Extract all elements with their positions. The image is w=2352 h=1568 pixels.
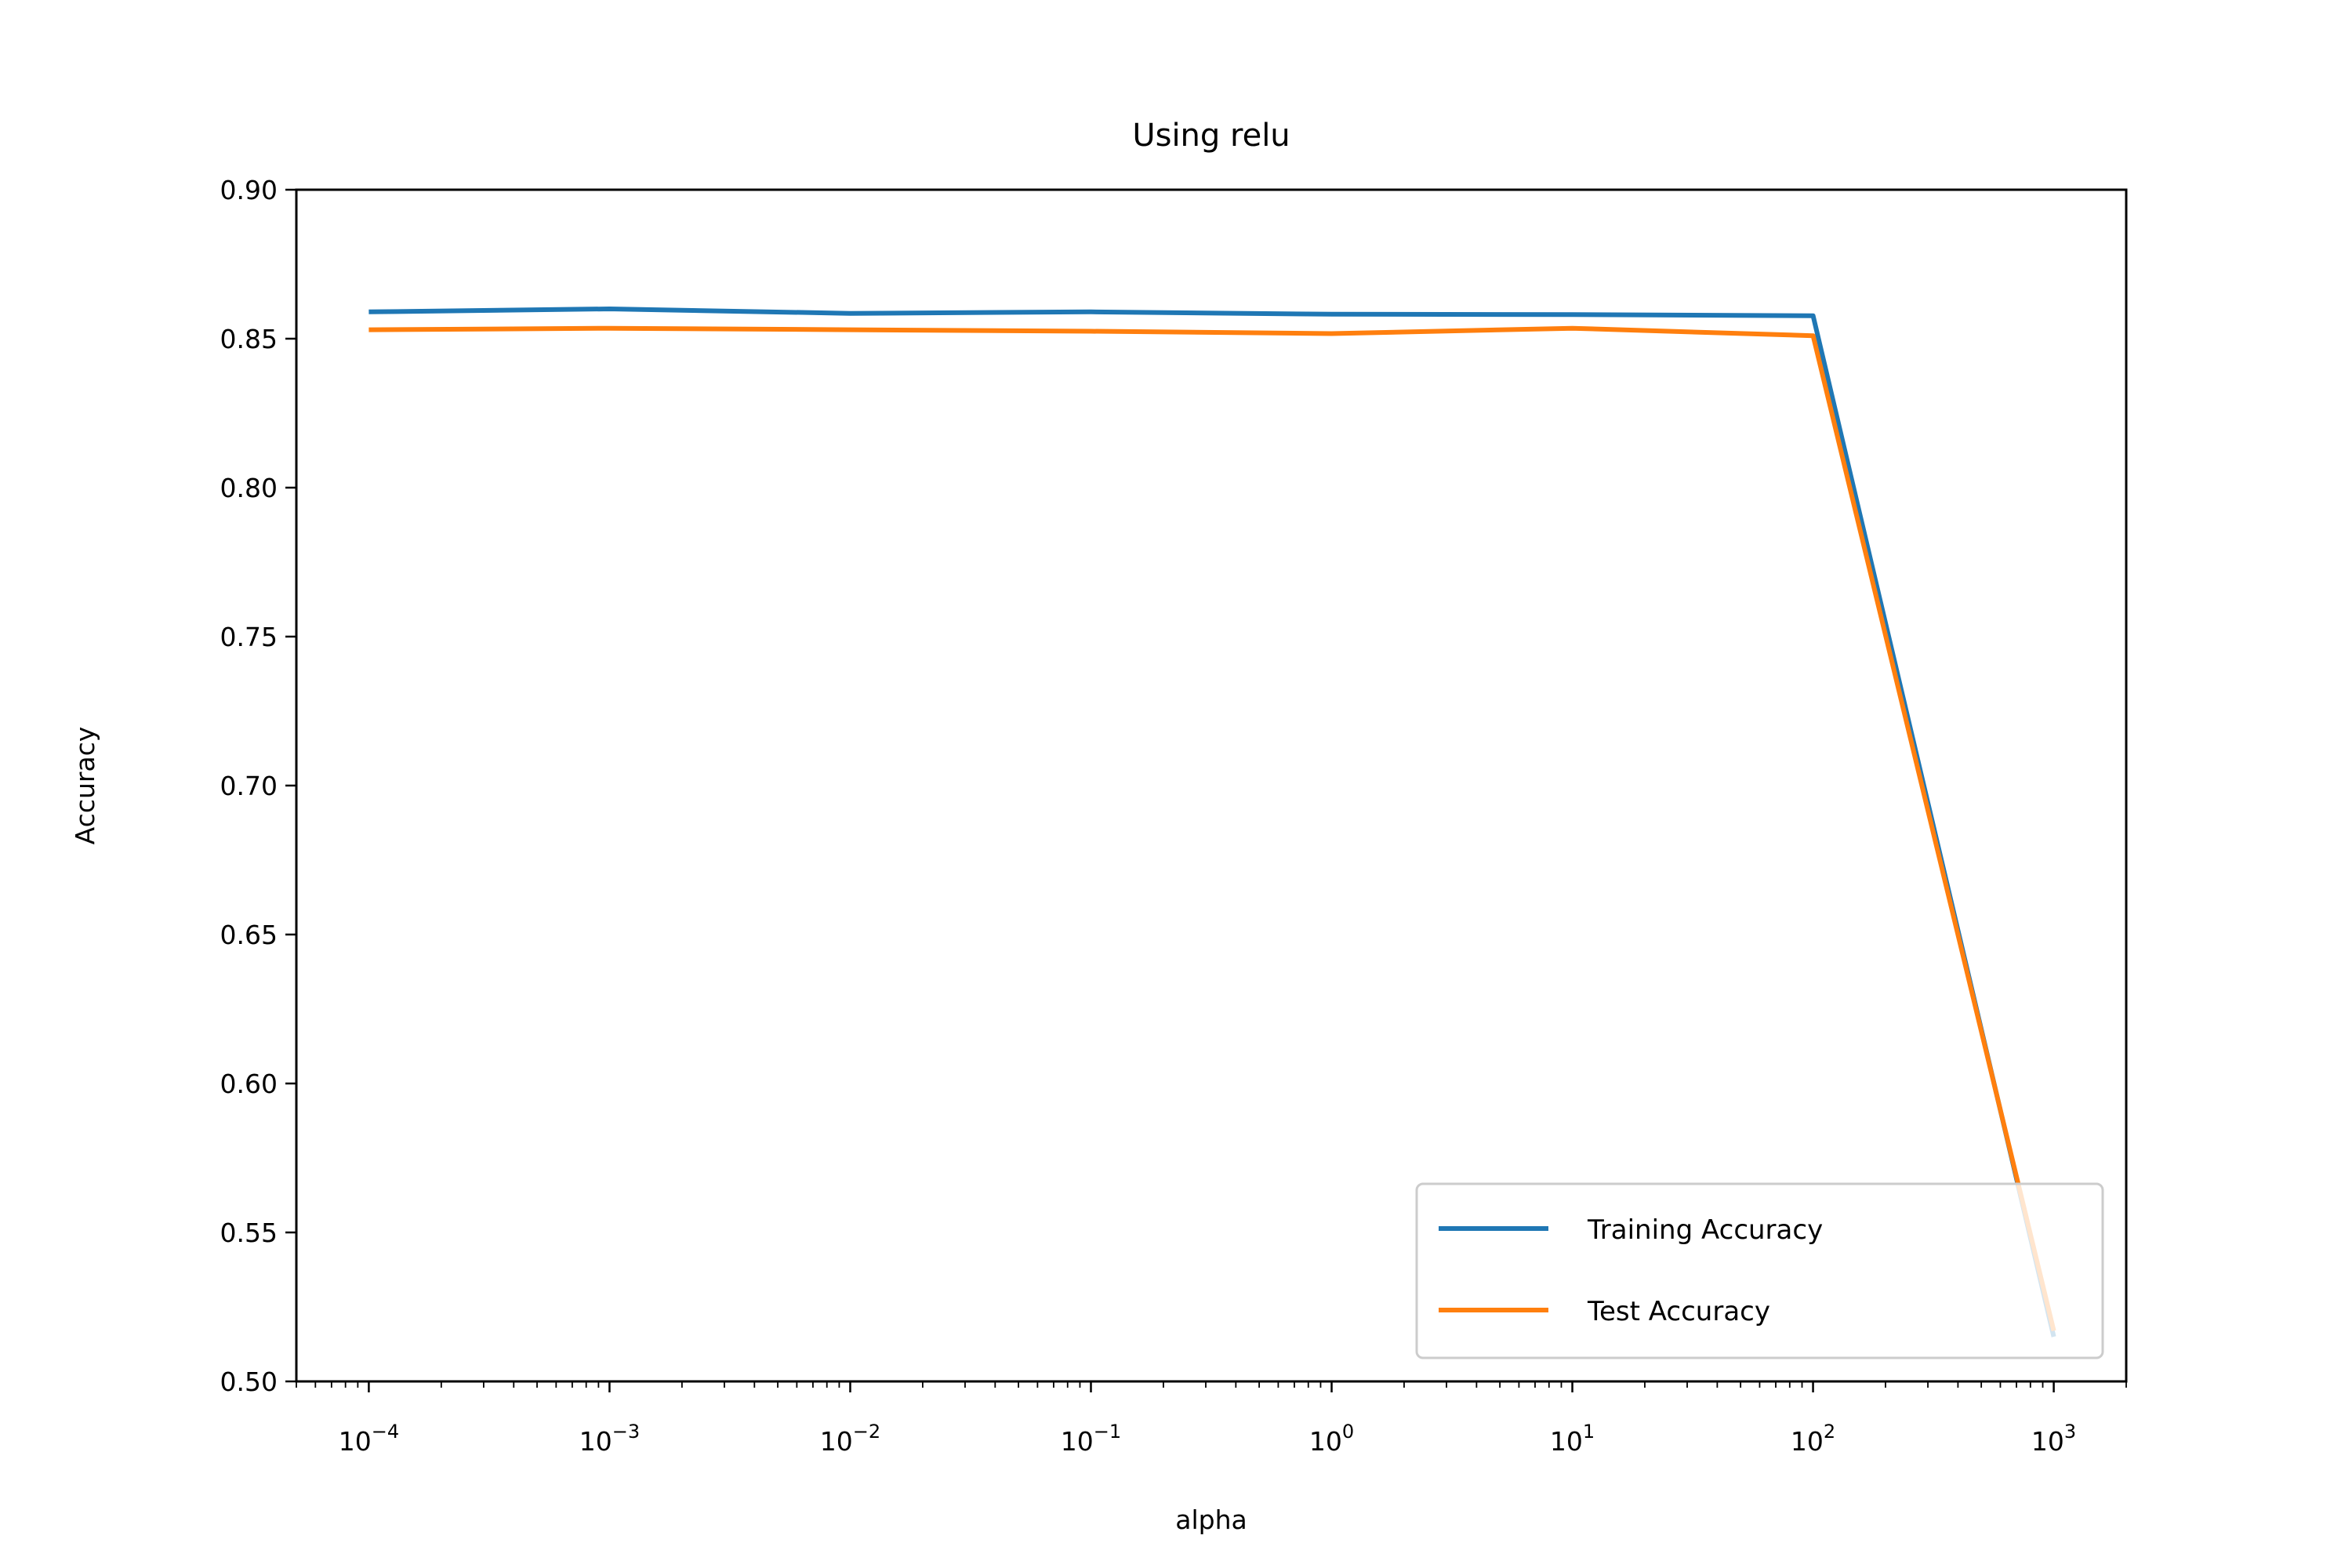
x-axis-label: alpha — [1175, 1504, 1247, 1535]
y-tick-label: 0.60 — [220, 1069, 278, 1099]
y-tick-label: 0.55 — [220, 1218, 278, 1248]
legend-label: Training Accuracy — [1587, 1214, 1823, 1246]
x-tick-label: 103 — [2031, 1421, 2076, 1457]
x-tick-label: 101 — [1550, 1421, 1595, 1457]
legend-box — [1415, 1182, 2104, 1359]
y-tick-label: 0.90 — [220, 175, 278, 205]
y-tick-label: 0.70 — [220, 771, 278, 801]
series-lines — [368, 307, 2056, 1338]
legend-label: Test Accuracy — [1587, 1296, 1770, 1327]
x-tick-label: 102 — [1791, 1421, 1835, 1457]
legend: Training Accuracy Test Accuracy — [1415, 1182, 2104, 1359]
y-tick-label: 0.75 — [220, 622, 278, 652]
x-tick-label: 10−2 — [820, 1421, 880, 1457]
x-tick-label: 100 — [1309, 1421, 1354, 1457]
series-line-test-accuracy — [368, 325, 2056, 1332]
y-axis-ticks: 0.50 0.55 0.60 0.65 0.70 0.75 0.80 0.85 0.90 — [220, 175, 296, 1397]
y-tick-label: 0.65 — [220, 920, 278, 950]
x-tick-label: 10−3 — [579, 1421, 640, 1457]
x-tick-label: 10−1 — [1061, 1421, 1121, 1457]
series-line-training-accuracy — [368, 307, 2056, 1338]
y-axis-label: Accuracy — [70, 727, 100, 845]
y-tick-label: 0.50 — [220, 1367, 278, 1397]
y-tick-label: 0.85 — [220, 324, 278, 354]
x-tick-label: 10−4 — [339, 1421, 399, 1457]
chart-title: Using relu — [1132, 118, 1290, 154]
x-axis-ticks: 10−4 10−3 10−2 10−1 100 101 102 103 — [296, 1381, 2127, 1457]
y-tick-label: 0.80 — [220, 473, 278, 503]
